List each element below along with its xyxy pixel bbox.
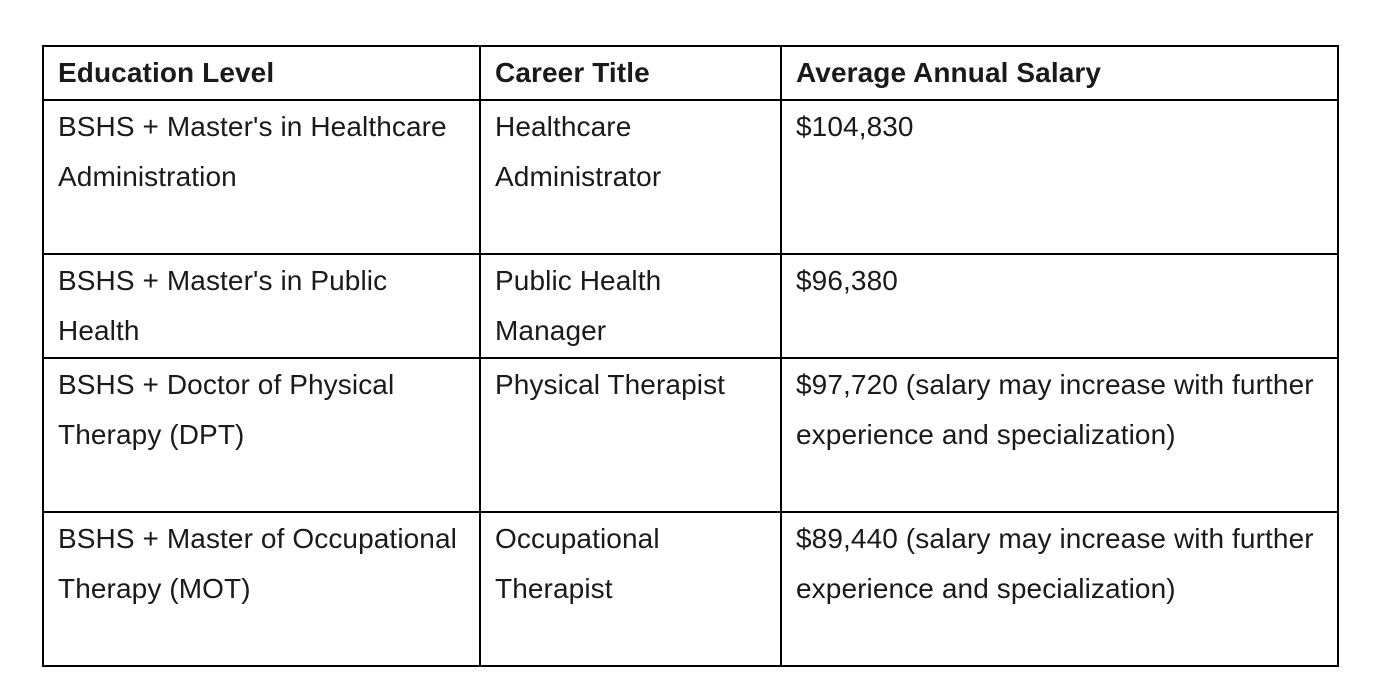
- cell-salary: $96,380: [780, 253, 1339, 359]
- cell-salary: $104,830: [780, 99, 1339, 255]
- header-row: Education Level Career Title Average Ann…: [42, 45, 1339, 101]
- cell-education-level: BSHS + Master's in Public Health: [42, 253, 481, 359]
- header-education-level: Education Level: [42, 45, 481, 101]
- header-career-title: Career Title: [479, 45, 782, 101]
- table-row: BSHS + Master's in Healthcare Administra…: [42, 99, 1339, 255]
- cell-education-level: BSHS + Master's in Healthcare Administra…: [42, 99, 481, 255]
- header-average-annual-salary: Average Annual Salary: [780, 45, 1339, 101]
- cell-education-level: BSHS + Master of Occupational Therapy (M…: [42, 511, 481, 667]
- cell-salary: $97,720 (salary may increase with furthe…: [780, 357, 1339, 513]
- cell-salary: $89,440 (salary may increase with furthe…: [780, 511, 1339, 667]
- cell-career-title: Public Health Manager: [479, 253, 782, 359]
- table-row: BSHS + Master of Occupational Therapy (M…: [42, 511, 1339, 667]
- table-row: BSHS + Master's in Public Health Public …: [42, 253, 1339, 359]
- cell-career-title: Occupational Therapist: [479, 511, 782, 667]
- table-row: BSHS + Doctor of Physical Therapy (DPT) …: [42, 357, 1339, 513]
- cell-career-title: Physical Therapist: [479, 357, 782, 513]
- cell-education-level: BSHS + Doctor of Physical Therapy (DPT): [42, 357, 481, 513]
- education-salary-table: Education Level Career Title Average Ann…: [42, 45, 1339, 667]
- cell-career-title: Healthcare Administrator: [479, 99, 782, 255]
